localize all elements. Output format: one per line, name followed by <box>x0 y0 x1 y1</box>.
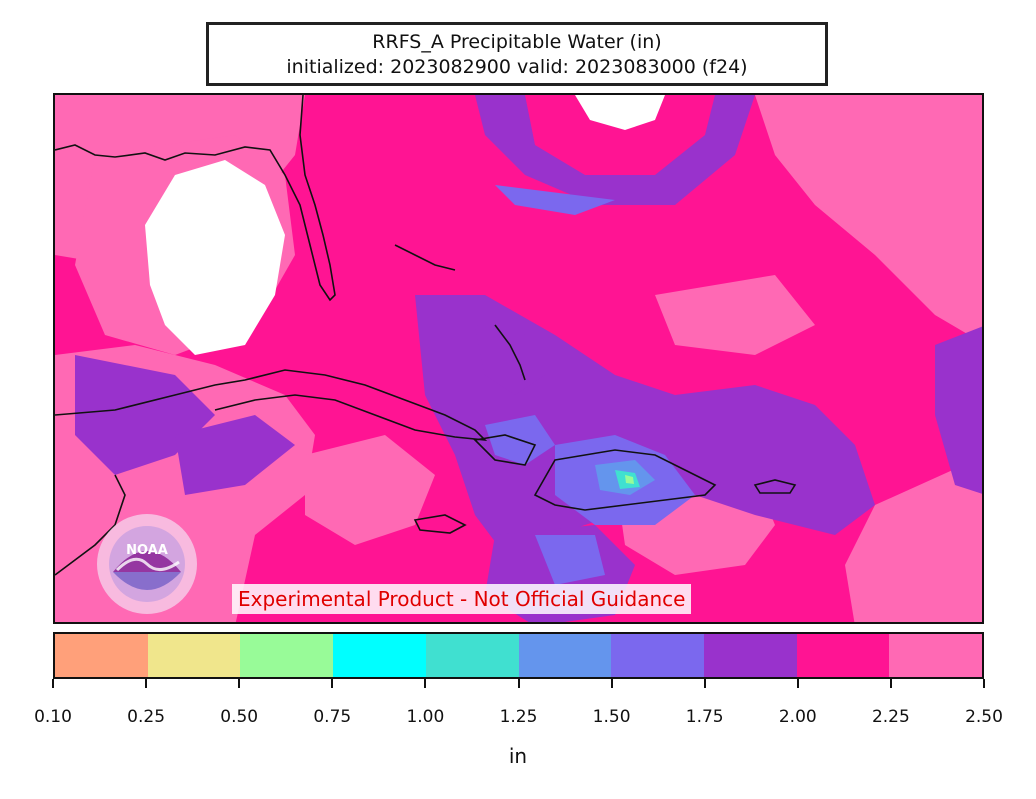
noaa-logo: NOAA <box>95 512 199 616</box>
colorbar-tick <box>703 679 706 688</box>
colorbar-tick <box>517 679 520 688</box>
colorbar-tick <box>983 679 985 688</box>
colorbar-segment <box>147 634 241 677</box>
colorbar-tick-label: 0.10 <box>34 707 72 727</box>
colorbar-tick-label: 0.50 <box>220 707 259 727</box>
colorbar-tick <box>145 679 148 688</box>
colorbar-segment <box>425 634 519 677</box>
colorbar-tick-label: 1.00 <box>406 707 445 727</box>
colorbar-tick-label: 2.25 <box>871 707 910 727</box>
colorbar-tick-label: 0.75 <box>313 707 352 727</box>
colorbar-tick-label: 0.25 <box>127 707 166 727</box>
colorbar-tick <box>331 679 334 688</box>
colorbar-tick-label: 2.00 <box>778 707 817 727</box>
map-title-box: RRFS_A Precipitable Water (in) initializ… <box>206 22 828 86</box>
map-panel <box>53 93 984 624</box>
experimental-disclaimer: Experimental Product - Not Official Guid… <box>232 584 692 614</box>
colorbar-segment <box>518 634 612 677</box>
colorbar-tick <box>238 679 241 688</box>
colorbar-segment <box>333 634 426 677</box>
colorbar-segment <box>240 634 334 677</box>
colorbar-segment <box>796 634 890 677</box>
noaa-seal-icon: NOAA <box>97 514 197 614</box>
colorbar-tick-label: 1.25 <box>499 707 538 727</box>
colorbar-tick <box>610 679 613 688</box>
colorbar-tick <box>52 679 54 688</box>
colorbar-segment <box>611 634 704 677</box>
noaa-logo-text: NOAA <box>126 543 168 558</box>
colorbar-tick <box>889 679 892 688</box>
colorbar-unit-label: in <box>508 744 528 768</box>
colorbar-segment <box>889 634 983 677</box>
colorbar-tick-label: 2.50 <box>965 707 1003 727</box>
map-title-line2: initialized: 2023082900 valid: 202308300… <box>286 56 748 78</box>
colorbar <box>53 632 984 679</box>
precipitable-water-field <box>55 95 982 622</box>
map-title-line1: RRFS_A Precipitable Water (in) <box>372 31 662 53</box>
colorbar-segment <box>55 634 148 677</box>
colorbar-segment <box>703 634 797 677</box>
colorbar-tick <box>424 679 427 688</box>
colorbar-ticks <box>52 679 985 691</box>
colorbar-tick <box>796 679 799 688</box>
colorbar-tick-label: 1.75 <box>685 707 724 727</box>
colorbar-tick-label: 1.50 <box>592 707 631 727</box>
